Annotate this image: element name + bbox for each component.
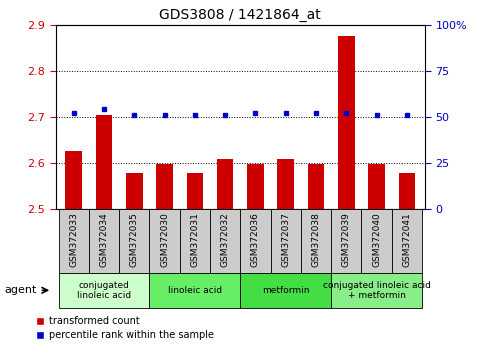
Text: GSM372032: GSM372032 [221, 212, 229, 267]
Bar [301, 209, 331, 273]
Bar [217, 159, 233, 209]
Text: GSM372040: GSM372040 [372, 212, 381, 267]
Bar [180, 209, 210, 273]
Text: GSM372039: GSM372039 [342, 212, 351, 267]
Text: conjugated
linoleic acid: conjugated linoleic acid [77, 281, 131, 300]
Bar [361, 209, 392, 273]
Bar [241, 209, 270, 273]
Bar [270, 209, 301, 273]
Bar [149, 273, 241, 308]
Bar [119, 209, 149, 273]
Bar [247, 164, 264, 209]
Bar [186, 173, 203, 209]
Text: GSM372041: GSM372041 [402, 212, 412, 267]
Bar [89, 209, 119, 273]
Text: agent: agent [5, 285, 37, 295]
Bar [368, 164, 385, 209]
Bar [149, 209, 180, 273]
Text: GSM372030: GSM372030 [160, 212, 169, 267]
Text: GSM372037: GSM372037 [281, 212, 290, 267]
Text: GSM372031: GSM372031 [190, 212, 199, 267]
Bar [338, 36, 355, 209]
Bar [331, 209, 361, 273]
Text: GSM372036: GSM372036 [251, 212, 260, 267]
Text: conjugated linoleic acid
+ metformin: conjugated linoleic acid + metformin [323, 281, 430, 300]
Bar [392, 209, 422, 273]
Bar [58, 273, 149, 308]
Bar [156, 164, 173, 209]
Bar [58, 209, 89, 273]
Text: GSM372033: GSM372033 [69, 212, 78, 267]
Bar [210, 209, 241, 273]
Legend: transformed count, percentile rank within the sample: transformed count, percentile rank withi… [36, 316, 214, 340]
Text: GSM372035: GSM372035 [130, 212, 139, 267]
Bar [96, 114, 113, 209]
Text: metformin: metformin [262, 286, 310, 295]
Text: GSM372034: GSM372034 [99, 212, 109, 267]
Bar [308, 164, 325, 209]
Bar [65, 152, 82, 209]
Bar [277, 159, 294, 209]
Bar [241, 273, 331, 308]
Bar [398, 173, 415, 209]
Text: linoleic acid: linoleic acid [168, 286, 222, 295]
Text: GSM372038: GSM372038 [312, 212, 321, 267]
Bar [126, 173, 142, 209]
Bar [331, 273, 422, 308]
Title: GDS3808 / 1421864_at: GDS3808 / 1421864_at [159, 8, 321, 22]
